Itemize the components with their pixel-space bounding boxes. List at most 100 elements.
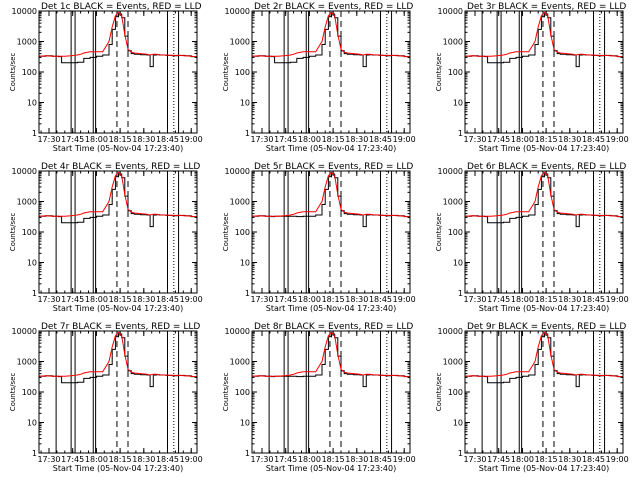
x-tick-label: 18:30 [132, 295, 155, 304]
series-events-line [252, 173, 410, 228]
y-axis-label: Counts/sec [222, 213, 230, 252]
x-tick-label: 18:45 [582, 295, 605, 304]
series-events-line [39, 13, 197, 68]
y-tick-label: 10000 [12, 327, 37, 336]
y-tick-label: 10000 [438, 167, 463, 176]
x-axis-label: Start Time (05-Nov-04 17:23:40) [53, 464, 183, 473]
panel-title: Det 2r BLACK = Events, RED = LLD [254, 2, 413, 12]
series-lld-line [252, 171, 409, 218]
series-lld-line [39, 171, 196, 218]
x-tick-label: 18:45 [156, 135, 179, 144]
y-axis-label: Counts/sec [435, 213, 443, 252]
y-tick-label: 1 [245, 289, 250, 298]
x-tick-label: 19:00 [180, 455, 203, 464]
y-tick-label: 10 [453, 259, 463, 268]
x-tick-label: 18:45 [369, 455, 392, 464]
x-tick-label: 17:45 [487, 455, 510, 464]
x-tick-label: 17:45 [274, 295, 297, 304]
y-tick-label: 100 [235, 68, 250, 77]
x-tick-label: 18:00 [85, 455, 108, 464]
x-axis-label: Start Time (05-Nov-04 17:23:40) [479, 464, 609, 473]
x-tick-label: 18:30 [345, 455, 368, 464]
x-tick-label: 18:00 [298, 455, 321, 464]
series-lld-line [465, 11, 622, 58]
y-tick-label: 10000 [225, 327, 250, 336]
series-lld-line [465, 171, 622, 218]
series-lld-line [465, 331, 622, 378]
x-tick-label: 19:00 [393, 135, 416, 144]
y-tick-label: 1000 [230, 198, 250, 207]
x-tick-label: 17:30 [250, 295, 273, 304]
x-tick-label: 18:00 [298, 135, 321, 144]
x-axis-label: Start Time (05-Nov-04 17:23:40) [479, 304, 609, 313]
x-axis-label: Start Time (05-Nov-04 17:23:40) [53, 304, 183, 313]
x-tick-label: 17:30 [463, 135, 486, 144]
y-tick-label: 1 [458, 129, 463, 138]
y-axis-label: Counts/sec [9, 213, 17, 252]
y-tick-label: 10000 [225, 167, 250, 176]
panel-5: Det 5r BLACK = Events, RED = LLD 1 10 100 10… [222, 162, 416, 313]
y-axis-label: Counts/sec [435, 53, 443, 92]
x-tick-label: 18:30 [558, 135, 581, 144]
y-tick-label: 100 [22, 228, 37, 237]
series-lld-line [252, 331, 409, 378]
y-tick-label: 1000 [230, 358, 250, 367]
panel-title: Det 7r BLACK = Events, RED = LLD [41, 322, 200, 332]
series-events-line [39, 333, 197, 388]
plot-frame [464, 330, 624, 454]
x-tick-label: 18:45 [582, 455, 605, 464]
plot-frame [251, 170, 411, 294]
plot-frame [38, 330, 198, 454]
x-tick-label: 18:15 [535, 455, 558, 464]
panel-2: Det 2r BLACK = Events, RED = LLD 1 10 100 10… [222, 2, 416, 153]
x-axis-label: Start Time (05-Nov-04 17:23:40) [479, 144, 609, 153]
x-tick-label: 18:30 [132, 455, 155, 464]
y-tick-label: 10 [27, 259, 37, 268]
y-tick-label: 100 [235, 228, 250, 237]
y-tick-label: 10 [240, 99, 250, 108]
plot-frame [38, 10, 198, 134]
panel-title: Det 3r BLACK = Events, RED = LLD [467, 2, 626, 12]
y-tick-label: 10000 [438, 7, 463, 16]
y-tick-label: 1 [245, 449, 250, 458]
plot-frame [251, 330, 411, 454]
y-tick-label: 1 [458, 449, 463, 458]
panel-title: Det 8r BLACK = Events, RED = LLD [254, 322, 413, 332]
y-axis-label: Counts/sec [9, 373, 17, 412]
x-tick-label: 18:15 [535, 135, 558, 144]
x-tick-label: 18:00 [298, 295, 321, 304]
x-tick-label: 18:15 [535, 295, 558, 304]
x-tick-label: 17:30 [463, 295, 486, 304]
x-tick-label: 18:30 [558, 455, 581, 464]
x-tick-label: 17:45 [487, 135, 510, 144]
plot-frame [251, 10, 411, 134]
panel-4: Det 4r BLACK = Events, RED = LLD 1 10 100 10… [9, 162, 203, 313]
plot-frame [38, 170, 198, 294]
series-events-line [465, 333, 623, 388]
y-tick-label: 1000 [230, 38, 250, 47]
y-tick-label: 10000 [12, 7, 37, 16]
y-tick-label: 10000 [225, 7, 250, 16]
x-tick-label: 17:45 [61, 295, 84, 304]
x-tick-label: 17:30 [37, 455, 60, 464]
y-tick-label: 100 [235, 388, 250, 397]
panel-title: Det 5r BLACK = Events, RED = LLD [254, 162, 413, 172]
x-tick-label: 19:00 [606, 455, 629, 464]
panel-title: Det 1c BLACK = Events, RED = LLD [41, 2, 202, 12]
x-tick-label: 18:00 [511, 295, 534, 304]
plot-frame [464, 170, 624, 294]
panel-title: Det 9r BLACK = Events, RED = LLD [467, 322, 626, 332]
panel-title: Det 6r BLACK = Events, RED = LLD [467, 162, 626, 172]
series-events-line [39, 173, 197, 228]
y-tick-label: 1000 [443, 198, 463, 207]
x-tick-label: 19:00 [606, 135, 629, 144]
x-tick-label: 18:15 [322, 295, 345, 304]
y-tick-label: 100 [448, 68, 463, 77]
series-events-line [252, 13, 410, 68]
series-events-line [465, 13, 623, 68]
x-tick-label: 19:00 [393, 455, 416, 464]
panel-7: Det 7r BLACK = Events, RED = LLD 1 10 100 10… [9, 322, 203, 473]
y-tick-label: 100 [448, 228, 463, 237]
x-tick-label: 19:00 [393, 295, 416, 304]
x-tick-label: 18:15 [322, 455, 345, 464]
